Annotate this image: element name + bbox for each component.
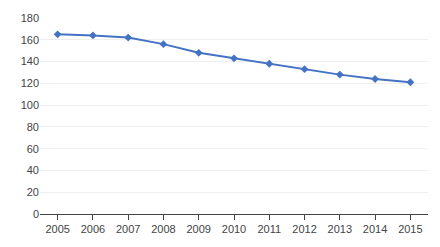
svg-text:80: 80 bbox=[27, 121, 39, 133]
svg-text:2014: 2014 bbox=[363, 223, 387, 235]
svg-text:2011: 2011 bbox=[257, 223, 281, 235]
svg-text:2013: 2013 bbox=[328, 223, 352, 235]
svg-text:180: 180 bbox=[21, 12, 39, 24]
svg-text:60: 60 bbox=[27, 143, 39, 155]
svg-text:2009: 2009 bbox=[186, 223, 210, 235]
svg-text:40: 40 bbox=[27, 164, 39, 176]
svg-text:2005: 2005 bbox=[45, 223, 69, 235]
svg-text:2015: 2015 bbox=[398, 223, 422, 235]
svg-text:120: 120 bbox=[21, 77, 39, 89]
svg-text:2008: 2008 bbox=[151, 223, 175, 235]
svg-text:140: 140 bbox=[21, 55, 39, 67]
svg-text:160: 160 bbox=[21, 34, 39, 46]
svg-text:2006: 2006 bbox=[81, 223, 105, 235]
svg-text:2012: 2012 bbox=[292, 223, 316, 235]
svg-text:100: 100 bbox=[21, 99, 39, 111]
svg-text:2007: 2007 bbox=[116, 223, 140, 235]
svg-text:20: 20 bbox=[27, 186, 39, 198]
svg-text:0: 0 bbox=[33, 208, 39, 220]
svg-text:2010: 2010 bbox=[222, 223, 246, 235]
